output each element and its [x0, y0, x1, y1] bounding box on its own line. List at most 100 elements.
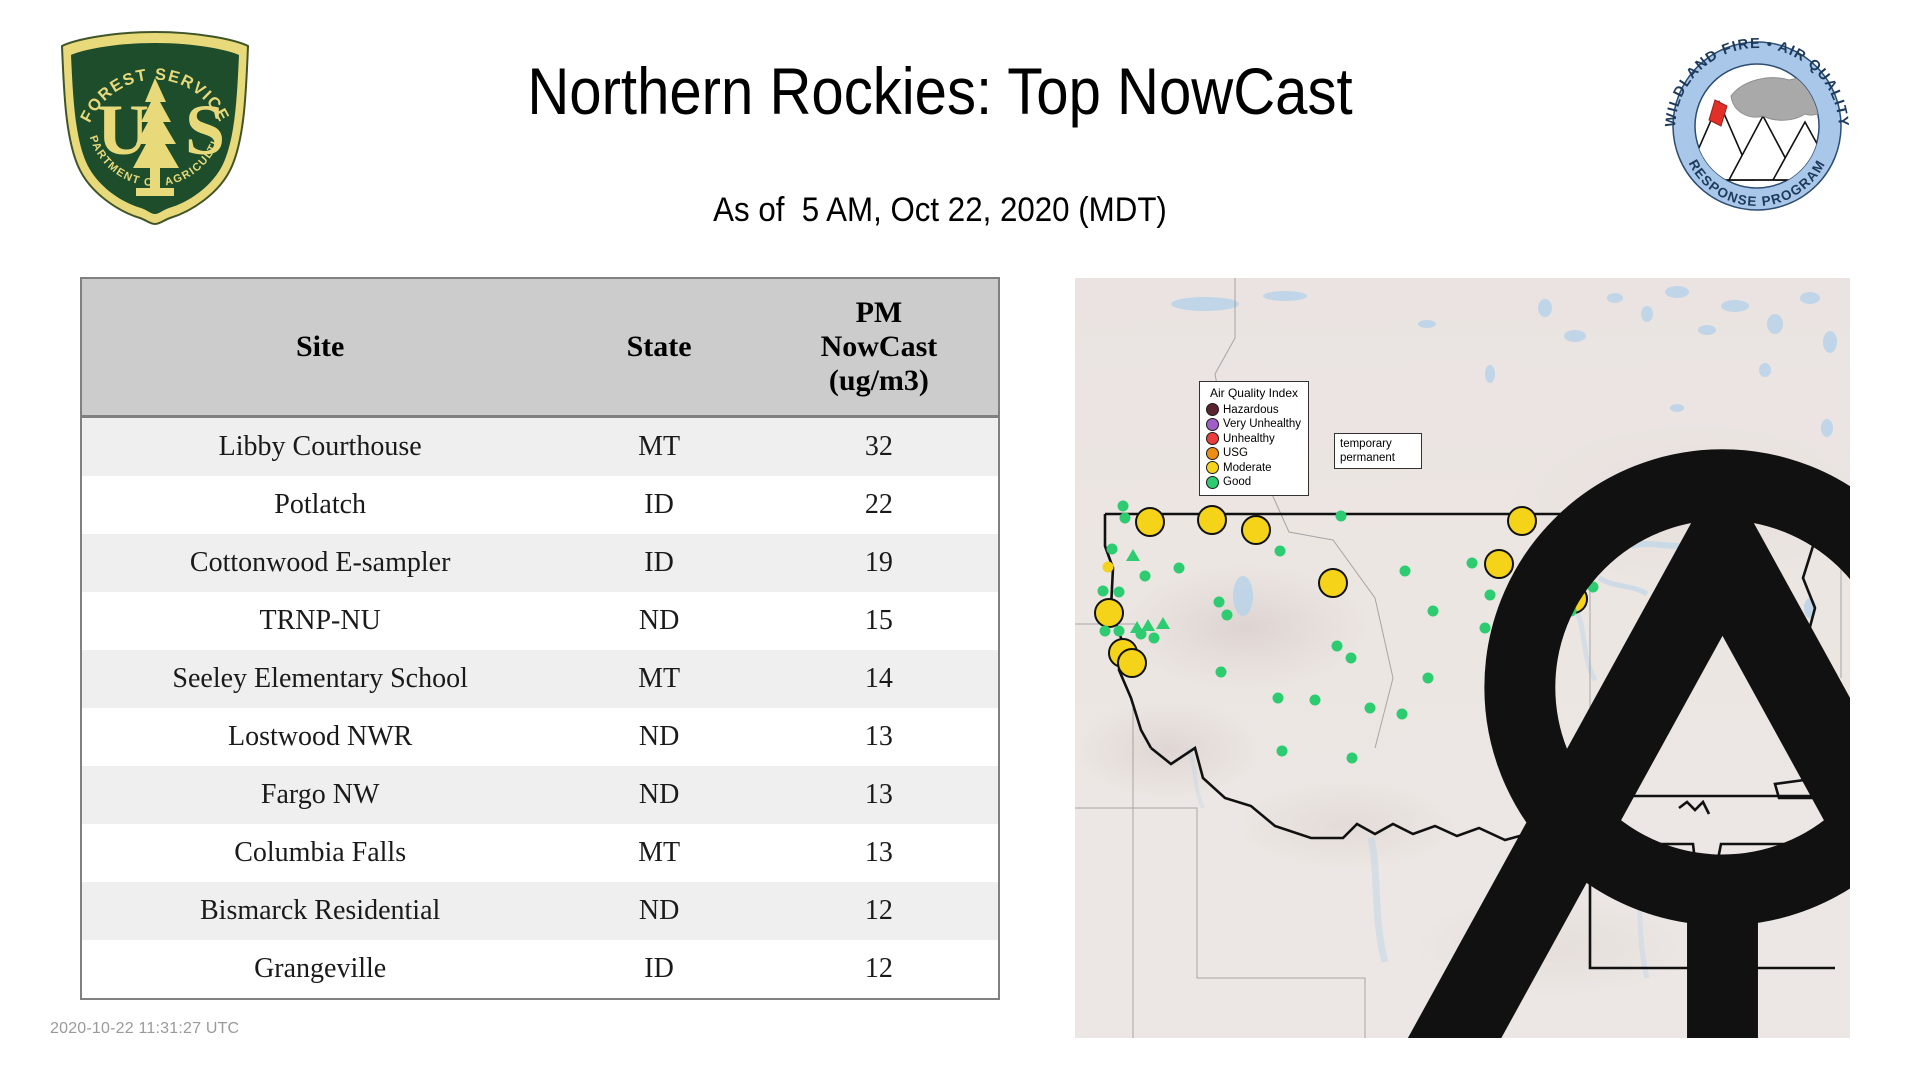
cell-state: ND — [558, 592, 760, 650]
aqi-legend-label: Good — [1223, 476, 1252, 488]
map-monitor-marker[interactable] — [1484, 589, 1496, 601]
map-monitor-marker[interactable] — [1099, 625, 1111, 637]
map-monitor-marker[interactable] — [1117, 648, 1147, 678]
map-monitor-marker[interactable] — [1130, 621, 1144, 633]
map-monitor-marker[interactable] — [1272, 692, 1284, 704]
cell-value: 14 — [759, 650, 998, 708]
map-monitor-marker[interactable] — [1484, 549, 1514, 579]
map-monitor-marker[interactable] — [1097, 585, 1109, 597]
map-monitor-marker[interactable] — [1221, 609, 1233, 621]
map-monitor-marker[interactable] — [1213, 596, 1225, 608]
table-row: Columbia Falls MT 13 — [82, 824, 998, 882]
aqi-legend-item: Moderate — [1206, 461, 1302, 476]
cell-value: 19 — [759, 534, 998, 592]
map-monitor-marker[interactable] — [1126, 549, 1140, 561]
cell-value: 15 — [759, 592, 998, 650]
map-monitor-marker[interactable] — [1466, 557, 1478, 569]
cell-site: Fargo NW — [82, 766, 559, 824]
pm-header-line-3: (ug/m3) — [828, 364, 929, 397]
map-monitor-marker[interactable] — [1587, 581, 1599, 593]
table-row: Grangeville ID 12 — [82, 940, 998, 998]
cell-value: 32 — [759, 416, 998, 476]
map-monitor-marker[interactable] — [1276, 745, 1288, 757]
map-monitor-marker[interactable] — [1113, 586, 1125, 598]
cell-state: MT — [558, 416, 760, 476]
map-monitor-marker[interactable] — [1102, 561, 1114, 573]
map-monitor-marker[interactable] — [1117, 500, 1129, 512]
aqi-swatch-icon — [1206, 417, 1219, 431]
map-monitor-marker[interactable] — [1318, 568, 1348, 598]
map-monitor-marker[interactable] — [1119, 512, 1131, 524]
map-monitor-marker[interactable] — [1507, 506, 1537, 536]
map-monitor-marker[interactable] — [1335, 510, 1347, 522]
cell-value: 13 — [759, 824, 998, 882]
map-monitor-marker[interactable] — [1135, 628, 1147, 640]
legend-permanent-row: permanent — [1340, 451, 1850, 1038]
map-monitor-marker[interactable] — [1274, 545, 1286, 557]
map-monitor-marker[interactable] — [1173, 562, 1185, 574]
svg-text:S: S — [185, 90, 225, 170]
monitor-type-legend: temporary permanent — [1334, 433, 1850, 1038]
cell-site: Libby Courthouse — [82, 416, 559, 476]
map-monitor-marker[interactable] — [1113, 625, 1125, 637]
table-body: Libby Courthouse MT 32 Potlatch ID 22 Cottonwo… — [82, 416, 998, 998]
cell-value: 13 — [759, 766, 998, 824]
aqi-legend-label: USG — [1223, 447, 1248, 459]
aqi-swatch-icon — [1206, 461, 1219, 475]
map-monitor-marker[interactable] — [1106, 543, 1118, 555]
map-monitor-marker[interactable] — [1479, 622, 1491, 634]
table-header: Site State PM NowCast (ug/m3) — [82, 279, 998, 418]
map-monitor-marker[interactable] — [1135, 507, 1165, 537]
cell-value: 12 — [759, 882, 998, 940]
cell-site: Lostwood NWR — [82, 708, 559, 766]
map-monitor-marker[interactable] — [1241, 515, 1271, 545]
aqi-legend-item: Unhealthy — [1206, 432, 1302, 447]
cell-state: ND — [558, 766, 760, 824]
cell-site: Grangeville — [82, 940, 559, 998]
cell-value: 13 — [759, 708, 998, 766]
cell-site: Seeley Elementary School — [82, 650, 559, 708]
map-monitor-marker[interactable] — [1345, 652, 1357, 664]
map-monitor-marker[interactable] — [1094, 598, 1124, 628]
table-row: Bismarck Residential ND 12 — [82, 882, 998, 940]
generated-timestamp: 2020-10-22 11:31:27 UTC — [50, 1020, 240, 1037]
map-monitor-marker[interactable] — [1215, 666, 1227, 678]
nowcast-table: Site State PM NowCast (ug/m3) Libby Cour… — [82, 279, 998, 998]
table-row: Potlatch ID 22 — [82, 476, 998, 534]
table-row: TRNP-NU ND 15 — [82, 592, 998, 650]
table-row: Fargo NW ND 13 — [82, 766, 998, 824]
map-monitor-marker[interactable] — [1139, 570, 1151, 582]
table-row: Cottonwood E-sampler ID 19 — [82, 534, 998, 592]
pm-header-line-2: NowCast — [820, 330, 938, 363]
aqi-legend-item: Very Unhealthy — [1206, 417, 1302, 432]
cell-state: ND — [558, 882, 760, 940]
wildland-fire-air-quality-logo: WILDLAND FIRE • AIR QUALITY RESPONSE PRO… — [1657, 30, 1857, 220]
map-monitor-marker[interactable] — [1141, 619, 1155, 631]
map-monitor-marker[interactable] — [1399, 565, 1411, 577]
map-monitor-marker[interactable] — [1427, 605, 1439, 617]
aqi-legend: Air Quality Index Hazardous Very Unhealth… — [1199, 381, 1309, 496]
cell-site: Bismarck Residential — [82, 882, 559, 940]
map-monitor-marker[interactable] — [1364, 702, 1376, 714]
aqi-legend-label: Hazardous — [1223, 403, 1279, 416]
map-monitor-marker[interactable] — [1197, 505, 1227, 535]
nowcast-table-container: Site State PM NowCast (ug/m3) Libby Cour… — [80, 277, 1000, 1000]
aqi-legend-label: Very Unhealthy — [1223, 418, 1301, 430]
map-monitor-marker[interactable] — [1396, 708, 1408, 720]
aqi-swatch-icon — [1206, 432, 1219, 446]
map-monitor-marker[interactable] — [1346, 752, 1358, 764]
map-monitor-marker[interactable] — [1422, 672, 1434, 684]
air-quality-map[interactable]: Air Quality Index Hazardous Very Unhealth… — [1075, 278, 1850, 1038]
map-monitor-marker[interactable] — [1309, 694, 1321, 706]
aqi-legend-item: USG — [1206, 446, 1302, 461]
aqi-legend-label: Unhealthy — [1223, 432, 1275, 445]
permanent-monitor-icon — [1407, 466, 1850, 1038]
map-monitor-marker[interactable] — [1156, 617, 1170, 629]
column-header-site: Site — [82, 279, 559, 418]
map-monitor-marker[interactable] — [1331, 640, 1343, 652]
cell-state: MT — [558, 650, 760, 708]
cell-state: ID — [558, 476, 760, 534]
map-monitor-marker[interactable] — [1148, 632, 1160, 644]
cell-site: Columbia Falls — [82, 824, 559, 882]
